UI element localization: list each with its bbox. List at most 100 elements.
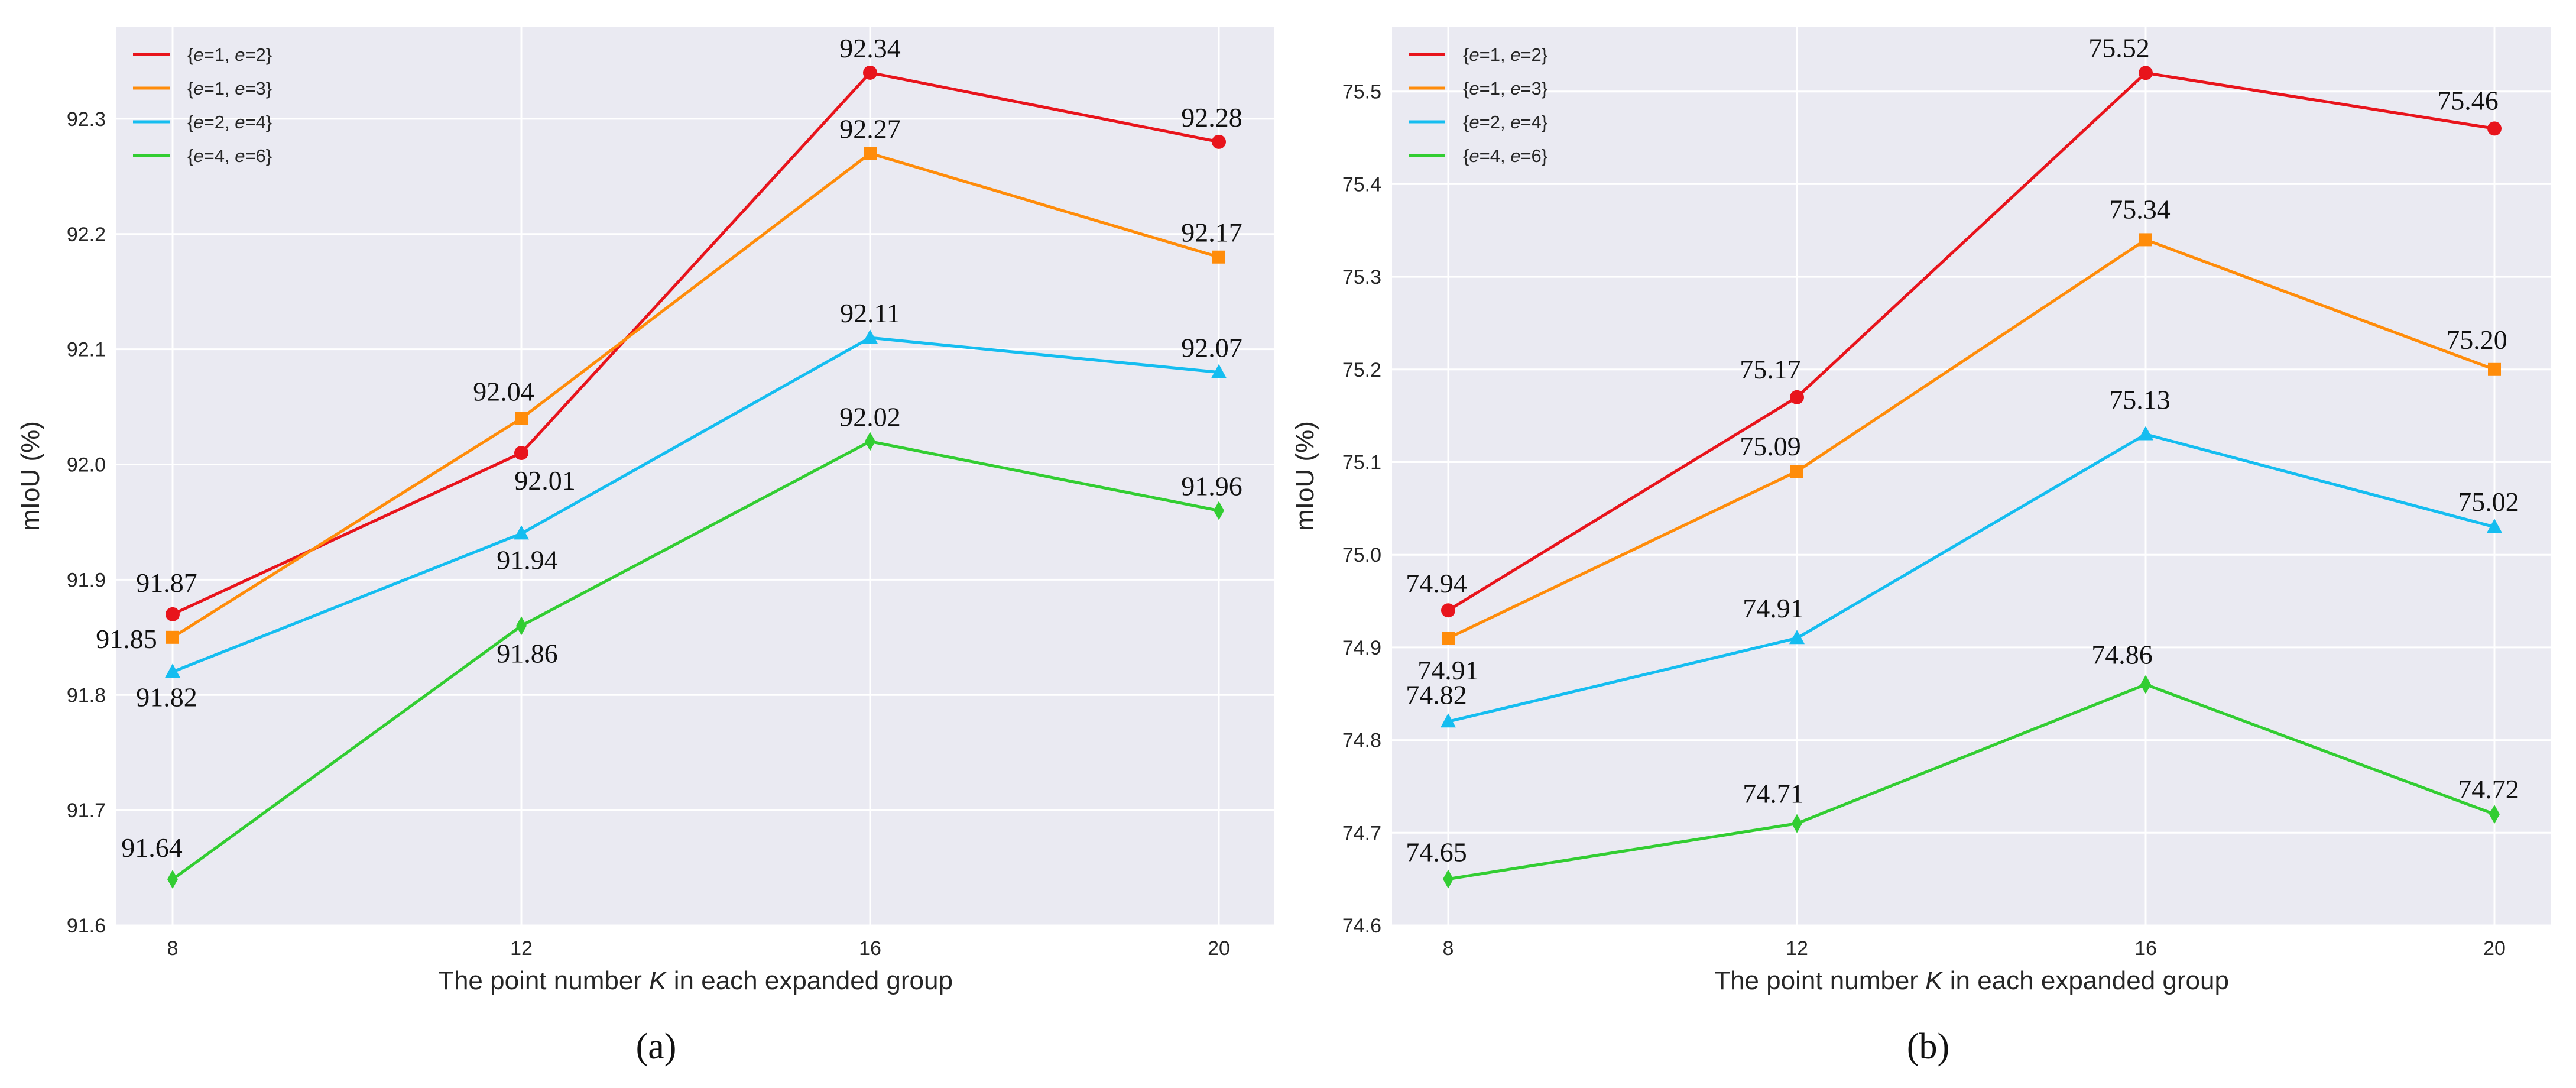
- plot-area: [116, 27, 1274, 925]
- legend-entry-part: =2,: [1480, 112, 1511, 132]
- data-point-marker: [1441, 713, 1456, 728]
- series-1: 91.85 92.04 92.27 92.17: [96, 114, 1242, 653]
- legend-entry: {e=4, e=6}: [1463, 145, 1547, 166]
- data-label: 92.17: [1181, 218, 1242, 248]
- legend-entry-part: {: [187, 112, 193, 132]
- series-line: [1447, 238, 2495, 640]
- legend-entry-part: {: [1463, 44, 1469, 65]
- legend-entry-part: e: [193, 78, 203, 99]
- series-line: [171, 440, 1219, 881]
- legend-entry-part: {: [1463, 112, 1469, 132]
- y-tick-label: 75.5: [1342, 81, 1381, 103]
- data-point-marker: [516, 616, 527, 636]
- data-label: 91.96: [1181, 471, 1242, 501]
- data-label: 91.82: [136, 682, 197, 712]
- chart-panel-b: 74.6 74.7 74.8 74.9 75.0 75.1 75.2 75.3 75.4 75.5…: [1290, 27, 2551, 1067]
- y-tick-label: 92.0: [67, 454, 106, 477]
- data-label: 74.65: [1406, 837, 1467, 867]
- x-axis-label-suffix: in each expanded group: [667, 966, 953, 995]
- legend-entry-part: {: [187, 44, 193, 65]
- legend-entry-part: =6}: [245, 145, 272, 166]
- legend-entry-part: {: [187, 78, 193, 99]
- data-point-marker: [1212, 250, 1225, 264]
- data-label: 91.85: [96, 624, 157, 654]
- data-point-marker: [515, 412, 528, 425]
- data-point-marker: [2487, 121, 2502, 136]
- x-axis-label-prefix: The point number: [438, 966, 649, 995]
- x-tick-label: 16: [859, 937, 881, 960]
- data-point-marker: [1214, 501, 1224, 520]
- legend-entry-part: e: [1469, 112, 1479, 132]
- data-point-marker: [165, 663, 180, 678]
- series-1: 74.91 75.09 75.34 75.20: [1417, 194, 2507, 685]
- data-label: 74.94: [1406, 568, 1467, 598]
- data-point-marker: [514, 446, 528, 461]
- data-point-marker: [2139, 233, 2152, 247]
- y-tick-label: 92.3: [67, 108, 106, 131]
- y-tick-label: 74.6: [1342, 915, 1381, 937]
- data-label: 74.91: [1743, 593, 1804, 623]
- series-line: [171, 151, 1219, 639]
- data-label: 92.07: [1181, 333, 1242, 363]
- y-tick-label: 92.1: [67, 339, 106, 361]
- data-label: 92.28: [1181, 102, 1242, 132]
- data-label: 75.09: [1740, 431, 1801, 461]
- data-label: 92.01: [514, 465, 576, 496]
- data-label: 74.91: [1417, 655, 1479, 685]
- legend-entry-part: =2}: [1520, 44, 1547, 65]
- data-point-marker: [1790, 465, 1803, 478]
- legend-entry-part: =4,: [1480, 145, 1511, 166]
- data-point-marker: [2139, 66, 2153, 80]
- series-2: 91.82 91.94 92.11 92.07: [136, 298, 1242, 712]
- legend-entry-part: e: [1510, 145, 1520, 166]
- legend-entry: {e=2, e=4}: [187, 112, 272, 132]
- legend-entry: {e=1, e=2}: [1463, 44, 1547, 65]
- legend-entry-part: e: [1469, 145, 1479, 166]
- data-label: 92.04: [473, 377, 534, 407]
- data-point-marker: [2138, 426, 2153, 441]
- data-label: 74.72: [2458, 774, 2519, 804]
- x-axis-label: The point number K in each expanded grou…: [438, 966, 953, 995]
- series-0: 91.87 92.01 92.34 92.28: [136, 33, 1242, 621]
- x-tick-label: 16: [2134, 937, 2157, 960]
- legend: {e=1, e=2}{e=1, e=3}{e=2, e=4}{e=4, e=6}: [1409, 44, 1547, 166]
- y-tick-label: 91.9: [67, 569, 106, 591]
- y-tick-label: 91.8: [67, 684, 106, 707]
- y-axis-label: mIoU (%): [1290, 421, 1319, 531]
- x-axis-label-suffix: in each expanded group: [1943, 966, 2229, 995]
- legend-entry-part: =1,: [204, 44, 235, 65]
- legend-entry-part: e: [235, 78, 245, 99]
- y-tick-label: 74.7: [1342, 822, 1381, 844]
- data-label: 91.64: [121, 833, 183, 863]
- data-label: 92.02: [839, 402, 901, 432]
- legend-entry-part: e: [1469, 44, 1479, 65]
- series-line: [1447, 71, 2495, 612]
- data-label: 75.17: [1740, 354, 1801, 384]
- y-tick-label: 75.1: [1342, 451, 1381, 474]
- data-point-marker: [1789, 630, 1805, 645]
- y-tick-label: 74.9: [1342, 637, 1381, 659]
- legend-entry-part: e: [1510, 112, 1520, 132]
- legend-entry-part: =6}: [1520, 145, 1547, 166]
- data-point-marker: [2488, 362, 2501, 376]
- legend-entry: {e=2, e=4}: [1463, 112, 1547, 132]
- data-label: 74.82: [1406, 679, 1467, 710]
- data-point-marker: [864, 147, 877, 160]
- data-point-marker: [2140, 675, 2151, 694]
- data-point-marker: [166, 630, 179, 644]
- legend-entry-part: =1,: [204, 78, 235, 99]
- legend-entry-part: e: [235, 112, 245, 132]
- y-tick-label: 75.4: [1342, 173, 1381, 196]
- legend-entry-part: =1,: [1480, 78, 1511, 99]
- data-point-marker: [1443, 869, 1454, 889]
- x-tick-label: 20: [1208, 937, 1230, 960]
- panel-caption: (a): [636, 1027, 677, 1067]
- data-label: 75.20: [2446, 325, 2507, 355]
- series-line: [171, 71, 1219, 616]
- legend-entry-part: =1,: [1480, 44, 1511, 65]
- data-point-marker: [167, 870, 178, 889]
- data-label: 75.13: [2109, 384, 2171, 415]
- x-tick-label: 8: [1443, 937, 1454, 960]
